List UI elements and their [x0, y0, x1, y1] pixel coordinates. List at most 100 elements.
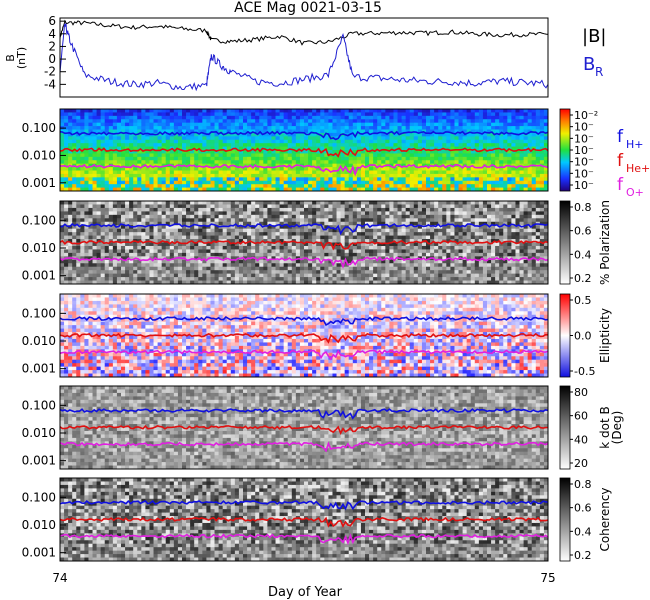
panels: 6420-2-4B(nT)0.1000.0100.00110⁻²10⁻10⁻10… [4, 14, 624, 562]
colorbar-tick-label: 10⁻ [574, 144, 594, 157]
panel-2: 0.100 0.010 0.001 0.8 0.6 0.4 0.2 % Polarizatio… [22, 200, 612, 285]
panel-frame [59, 108, 549, 192]
colorbar-tick-label: 10⁻ [574, 179, 594, 192]
y-tick-label: 0.001 [22, 454, 56, 468]
colorbar-tick-label: 0.6 [574, 225, 592, 238]
line-f-o [59, 163, 549, 177]
colorbar-tick-label: 0.0 [574, 330, 592, 343]
x-axis-label: Day of Year [268, 585, 343, 600]
colorbar-tick-label: 0.5 [574, 294, 592, 307]
colorbar-label: % Polarization [598, 200, 612, 285]
line-f-he [59, 332, 549, 344]
colorbar [559, 385, 571, 470]
y-tick-label: 0.001 [22, 362, 56, 376]
line-f-h [59, 499, 549, 511]
colorbar-tick-label: 10⁻ [574, 156, 594, 169]
line-f-h [59, 315, 549, 326]
legend-f-h-label: f [617, 127, 624, 147]
legend-f-h: f H+ [617, 127, 644, 151]
panel-frame [59, 17, 549, 98]
y-tick-label: 0 [48, 52, 56, 66]
legend-f-he-label: f [617, 151, 624, 171]
y-tick-label: 0.010 [22, 334, 56, 348]
panel-5: 0.100 0.010 0.001 0.8 0.6 0.4 0.2 Coherency [22, 477, 612, 562]
y-tick-label: 0.001 [22, 269, 56, 283]
colorbar-label: Ellipticity [598, 308, 612, 363]
colorbar-tick-label: 10⁻ [574, 167, 594, 180]
y-tick-label: 6 [48, 14, 56, 28]
colorbar-tick-label: 20 [574, 457, 588, 470]
line-f-o [59, 256, 549, 270]
colorbar-tick-label: 10⁻ [574, 132, 594, 145]
y-tick-label: 0.010 [22, 241, 56, 255]
line-f-o [59, 349, 549, 361]
line-f-h [60, 222, 549, 236]
legend-b-r-sub: R [595, 65, 603, 79]
legend-f-he: f He+ [617, 151, 650, 175]
colorbar-tick-label: 0.8 [574, 201, 592, 214]
colorbar-tick-label: -0.5 [574, 365, 595, 378]
legend-f-o: f O+ [617, 175, 644, 199]
y-tick-label: 4 [48, 27, 56, 41]
line-f-o [59, 533, 549, 546]
y-tick-label: 0.001 [22, 546, 56, 560]
x-tick-label-1: 75 [540, 571, 555, 585]
colorbar-tick-label: 0.2 [574, 549, 592, 562]
chart-title: ACE Mag 0021-03-15 [234, 0, 382, 16]
colorbar-tick-label: 40 [574, 433, 588, 446]
legend-f-o-label: f [617, 175, 624, 195]
panel-frame [59, 385, 549, 470]
colorbar-tick-label: 10⁻ [574, 121, 594, 134]
y-tick-label: 0.010 [22, 148, 56, 162]
line-f-he [59, 516, 549, 528]
y-tick-label: 0.010 [22, 426, 56, 440]
panel-frame [59, 200, 549, 285]
line-f-h [59, 408, 549, 420]
colorbar-label: Coherency [598, 487, 612, 551]
legend-f-h-sub: H+ [626, 138, 644, 151]
colorbar [559, 293, 571, 378]
panel-frame [59, 293, 549, 378]
legend-b-total: |B| [582, 26, 606, 47]
legend-b-r-label: B [583, 54, 595, 75]
panel-4: 0.100 0.010 0.001 80 60 40 20 k dot B(Deg) [22, 385, 624, 470]
y-tick-label: 0.010 [22, 518, 56, 532]
series-b-r-line [59, 23, 549, 92]
y-tick-label: -2 [44, 65, 56, 79]
y-tick-label: -4 [44, 77, 56, 91]
legend-f-he-sub: He+ [626, 162, 650, 175]
colorbar [559, 108, 571, 192]
legend-f-o-sub: O+ [626, 186, 644, 199]
colorbar-tick-label: 0.8 [574, 478, 592, 491]
colorbar-tick-label: 0.6 [574, 502, 592, 515]
colorbar [559, 477, 571, 562]
colorbar-label-units: (Deg) [610, 411, 624, 445]
y-tick-label: 0.001 [22, 176, 56, 190]
colorbar-tick-label: 0.4 [574, 248, 592, 261]
y-axis-units: (nT) [15, 47, 28, 69]
y-tick-label: 0.100 [22, 490, 56, 504]
colorbar-tick-label: 80 [574, 386, 588, 399]
colorbar-label: k dot B [598, 406, 612, 448]
y-tick-label: 0.100 [22, 306, 56, 320]
colorbar-tick-label: 10⁻² [574, 109, 598, 122]
y-tick-label: 2 [48, 39, 56, 53]
y-tick-label: 0.100 [22, 213, 56, 227]
colorbar [559, 200, 571, 285]
line-f-he [59, 424, 549, 435]
x-tick-label-0: 74 [52, 571, 67, 585]
series-b-total-line [59, 19, 549, 46]
y-tick-label: 0.100 [22, 121, 56, 135]
colorbar-tick-label: 0.2 [574, 272, 592, 285]
y-axis-label: B [4, 54, 17, 62]
colorbar-tick-label: 60 [574, 410, 588, 423]
y-tick-label: 0.100 [22, 398, 56, 412]
legend-b-r: B R [583, 54, 603, 79]
panel-frame [59, 477, 549, 562]
line-f-he [59, 239, 549, 251]
colorbar-tick-label: 0.4 [574, 525, 592, 538]
